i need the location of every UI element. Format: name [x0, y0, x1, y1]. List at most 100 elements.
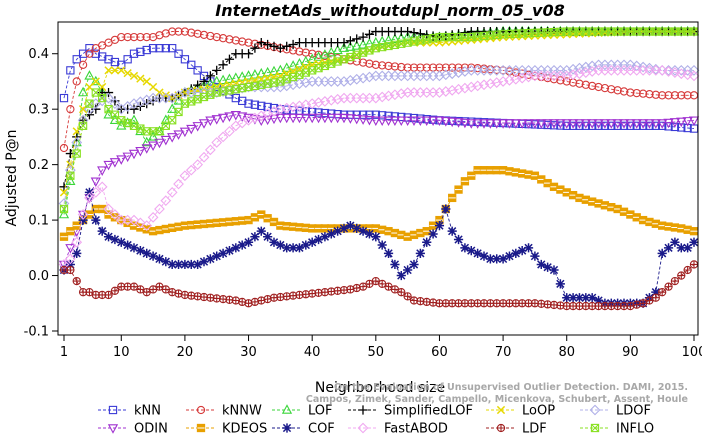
series-point-ldf-cross	[168, 288, 176, 296]
series-point-cof	[492, 254, 502, 264]
series-point-odin	[466, 119, 477, 129]
series-point-fastabod	[154, 203, 165, 215]
series-point-odin	[415, 116, 426, 127]
x-tick-label: 70	[495, 345, 512, 360]
series-point-lof	[237, 71, 248, 81]
series-point-knn	[148, 44, 158, 53]
series-point-inflo-box	[651, 27, 660, 36]
series-point-cof	[326, 229, 336, 239]
series-point-cof	[676, 243, 686, 253]
series-point-ldf-cross	[238, 298, 246, 306]
series-point-lof	[116, 120, 127, 130]
series-point-fastabod	[389, 89, 401, 101]
series-point-inflo-cross	[174, 107, 183, 116]
series-point-fastabod	[141, 220, 153, 232]
series-point-knn	[72, 55, 81, 64]
series-point-lof	[58, 208, 70, 219]
series-point-cof	[562, 293, 572, 303]
series-point-knn	[123, 55, 132, 64]
series-point-inflo-box	[600, 27, 610, 36]
series-point-knnw	[384, 61, 393, 71]
series-point-knn	[66, 66, 75, 75]
series-point-inflo-box	[244, 82, 253, 92]
series-point-inflo-box	[568, 27, 578, 36]
series-point-fastabod	[147, 211, 159, 223]
series-point-knn	[638, 121, 648, 130]
series-point-simplifiedlof	[352, 34, 362, 44]
series-point-lof	[90, 75, 101, 86]
series-point-ldf-cross	[174, 289, 183, 298]
series-point-fastabod	[77, 209, 89, 220]
series-point-odin	[434, 116, 445, 127]
series-point-inflo	[59, 204, 69, 214]
series-point-cof	[205, 254, 215, 264]
series-point-knnw	[193, 29, 202, 38]
series-point-lof	[319, 49, 331, 59]
series-point-odin	[618, 119, 630, 129]
legend-marker-inflo	[590, 423, 600, 433]
series-point-ldf-cross	[652, 294, 660, 302]
series-point-knnw	[454, 63, 463, 72]
series-point-knnw	[78, 60, 88, 69]
series-point-simplifiedlof	[250, 43, 260, 53]
series-point-knnw	[123, 32, 132, 42]
series-point-fastabod	[497, 76, 509, 87]
series-point-knnw	[66, 105, 75, 114]
series-point-fastabod	[173, 178, 184, 190]
series-point-ldf-cross	[104, 291, 113, 299]
series-point-inflo-box	[263, 79, 272, 88]
x-tick-label: 30	[240, 345, 257, 360]
series-point-knn	[59, 93, 69, 103]
series-point-ldf	[250, 297, 260, 307]
series-point-cof	[148, 251, 158, 261]
series-point-cof	[269, 237, 279, 247]
series-point-cof	[689, 237, 699, 247]
series-point-simplifiedlof	[205, 71, 215, 81]
series-point-fastabod	[96, 181, 108, 193]
series-point-fastabod	[580, 67, 592, 78]
series-point-lof	[332, 44, 343, 55]
series-point-cof	[409, 259, 419, 270]
series-point-odin	[612, 119, 623, 129]
series-point-lof	[408, 31, 420, 41]
series-point-fastabod	[376, 91, 388, 103]
series-point-simplifiedlof	[460, 28, 470, 38]
series-point-fastabod	[504, 74, 515, 86]
series-point-knn	[384, 111, 393, 120]
series-point-fastabod	[217, 131, 229, 143]
legend-marker-inflo-box	[590, 423, 600, 433]
series-point-knn	[85, 44, 94, 53]
series-point-inflo-box	[588, 27, 597, 36]
series-point-inflo-box	[238, 83, 247, 93]
series-point-ldof	[453, 67, 464, 78]
series-point-fastabod	[561, 70, 573, 82]
series-point-cof	[536, 259, 546, 270]
series-point-knnw	[308, 49, 317, 58]
series-point-ldof	[650, 63, 662, 75]
series-point-ldf-cross	[690, 260, 698, 269]
series-point-fastabod	[192, 159, 204, 171]
series-point-knnw	[244, 38, 253, 47]
series-point-inflo-box	[518, 29, 527, 38]
series-point-simplifiedlof	[243, 49, 254, 59]
series-point-cof	[473, 248, 483, 258]
series-point-ldf	[651, 293, 660, 302]
series-point-cof	[371, 232, 381, 242]
series-point-cof	[390, 259, 400, 270]
series-point-odin	[224, 112, 235, 122]
series-point-fastabod	[383, 90, 394, 102]
series-point-cof	[345, 221, 355, 231]
series-point-knnw	[575, 79, 584, 88]
series-point-odin	[135, 147, 146, 157]
series-point-fastabod	[453, 83, 464, 95]
series-point-lof	[313, 51, 324, 61]
series-point-inflo-box	[556, 27, 565, 36]
axes: -0.1 0.0 0.1 0.2 0.3 0.4 1 10 20 30 40 50 60 70 80 90 10…	[24, 21, 702, 360]
series-point-lof	[160, 114, 171, 125]
series-point-fastabod	[306, 98, 318, 110]
x-tick-label: 10	[113, 345, 130, 360]
series-point-cof	[237, 240, 247, 250]
legend-marker-knnw	[196, 405, 206, 415]
series-line-simplifiedlof	[63, 31, 694, 187]
series-point-fastabod	[465, 81, 477, 93]
